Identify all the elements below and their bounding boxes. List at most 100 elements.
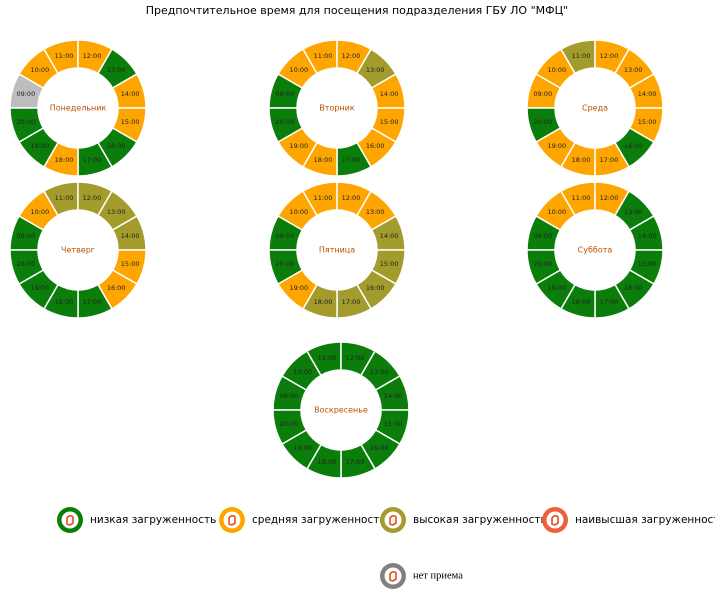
time-label: 14:00 [638,90,657,98]
day-name: Суббота [578,246,613,255]
time-label: 19:00 [289,284,308,292]
time-label: 14:00 [121,232,140,240]
time-label: 16:00 [624,284,643,292]
time-label: 19:00 [30,142,49,150]
legend-label: нет приема [413,570,463,581]
time-label: 17:00 [600,298,619,306]
time-label: 17:00 [83,298,102,306]
time-label: 13:00 [366,208,385,216]
time-label: 16:00 [366,142,385,150]
time-segment [272,409,308,446]
time-segment [268,107,304,144]
time-label: 09:00 [16,90,35,98]
time-label: 18:00 [55,156,74,164]
time-label: 18:00 [572,298,591,306]
time-label: 14:00 [380,90,399,98]
time-label: 11:00 [55,194,74,202]
time-label: 13:00 [624,66,643,74]
donut: 09:00 10:00 11:00 12:00 13:00 14:00 15:00 16:00… [9,181,147,319]
time-label: 17:00 [342,298,361,306]
time-label: 09:00 [275,232,294,240]
time-label: 18:00 [314,156,333,164]
legend-label: низкая загруженность [90,514,216,526]
time-label: 11:00 [572,194,591,202]
legend-icon-inner [384,567,402,585]
time-label: 16:00 [107,284,126,292]
time-label: 15:00 [121,118,140,126]
time-label: 10:00 [30,66,49,74]
time-label: 20:00 [16,118,35,126]
time-label: 20:00 [533,118,552,126]
time-label: 19:00 [547,142,566,150]
time-label: 13:00 [624,208,643,216]
time-label: 16:00 [107,142,126,150]
time-label: 17:00 [346,458,365,466]
time-label: 19:00 [293,444,312,452]
time-label: 19:00 [30,284,49,292]
day-name: Понедельник [50,104,107,113]
time-label: 20:00 [16,260,35,268]
time-label: 17:00 [83,156,102,164]
time-label: 15:00 [384,420,403,428]
day-name: Воскресенье [314,406,368,415]
time-label: 12:00 [346,354,365,362]
time-segment [526,107,562,144]
time-label: 15:00 [638,260,657,268]
time-label: 10:00 [547,208,566,216]
donut: 09:00 10:00 11:00 12:00 13:00 14:00 15:00 16:00… [526,181,664,319]
legend-label: наивысшая загруженность [575,514,715,526]
time-label: 13:00 [366,66,385,74]
legend-logo [389,514,397,526]
time-label: 12:00 [600,52,619,60]
time-label: 11:00 [55,52,74,60]
day-name: Пятница [319,246,355,255]
donut: 09:00 10:00 11:00 12:00 13:00 14:00 15:00 16:00… [272,341,410,479]
time-label: 10:00 [289,208,308,216]
legend-logo [551,514,559,526]
time-label: 17:00 [342,156,361,164]
time-label: 13:00 [107,208,126,216]
time-label: 16:00 [370,444,389,452]
time-label: 11:00 [572,52,591,60]
time-label: 12:00 [83,194,102,202]
time-label: 20:00 [533,260,552,268]
day-name: Вторник [319,104,355,113]
time-label: 18:00 [55,298,74,306]
time-label: 09:00 [533,232,552,240]
legend-item: наивысшая загруженность [542,507,715,533]
time-label: 20:00 [279,420,298,428]
time-label: 09:00 [279,392,298,400]
time-label: 09:00 [16,232,35,240]
time-label: 11:00 [314,194,333,202]
time-label: 10:00 [30,208,49,216]
legend-icon-inner [546,511,564,529]
title: Предпочтительное время для посещения под… [146,4,568,17]
legend-label: средняя загруженность [252,514,386,526]
time-label: 12:00 [600,194,619,202]
day-name: Среда [582,104,608,113]
time-label: 16:00 [366,284,385,292]
donut: 09:00 10:00 11:00 12:00 13:00 14:00 15:00 16:00… [268,181,406,319]
time-label: 12:00 [83,52,102,60]
time-label: 10:00 [547,66,566,74]
time-label: 14:00 [121,90,140,98]
time-label: 13:00 [370,368,389,376]
day-name: Четверг [61,246,95,255]
time-segment [9,107,45,144]
time-label: 11:00 [314,52,333,60]
time-label: 15:00 [638,118,657,126]
time-segment [9,249,45,286]
time-label: 20:00 [275,118,294,126]
time-label: 09:00 [533,90,552,98]
time-label: 15:00 [121,260,140,268]
time-label: 11:00 [318,354,337,362]
time-label: 17:00 [600,156,619,164]
time-label: 18:00 [314,298,333,306]
legend-logo [389,570,397,582]
legend-item: нет приема [380,563,463,589]
time-label: 13:00 [107,66,126,74]
time-label: 15:00 [380,118,399,126]
time-label: 19:00 [547,284,566,292]
time-label: 12:00 [342,52,361,60]
time-label: 20:00 [275,260,294,268]
